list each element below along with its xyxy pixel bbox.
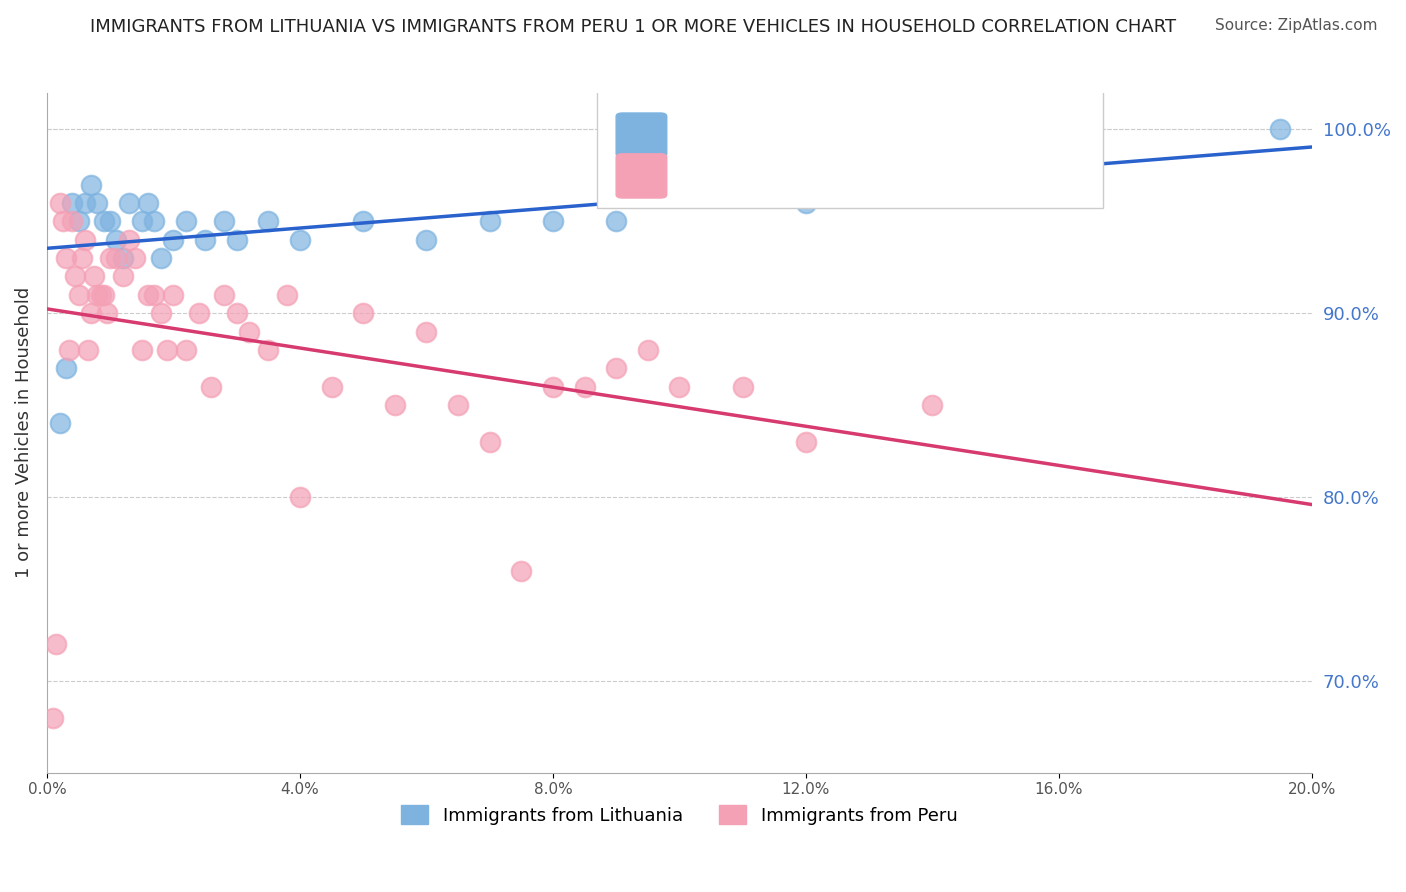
Point (86, 287, 108, 301)
Point (478, 434, 501, 449)
FancyBboxPatch shape (598, 86, 1104, 208)
Point (149, 251, 172, 265)
Point (105, 251, 128, 265)
Point (73, 195, 96, 210)
Point (48, 417, 70, 431)
Point (124, 251, 146, 265)
Point (98, 251, 121, 265)
Point (478, 214, 501, 228)
Text: R =: R = (673, 120, 721, 140)
Point (67, 287, 90, 301)
Point (90, 287, 112, 301)
Point (149, 306, 172, 320)
Legend: Immigrants from Lithuania, Immigrants from Peru: Immigrants from Lithuania, Immigrants fr… (394, 798, 965, 831)
Point (143, 287, 166, 301)
Point (276, 287, 298, 301)
Text: 30: 30 (889, 120, 920, 140)
Point (212, 287, 235, 301)
Point (86, 195, 108, 210)
Point (794, 434, 817, 449)
Point (194, 233, 217, 247)
Point (415, 233, 437, 247)
FancyBboxPatch shape (616, 153, 666, 198)
Point (143, 214, 166, 228)
Point (574, 380, 596, 394)
Point (415, 325, 437, 339)
FancyBboxPatch shape (616, 113, 666, 157)
Text: N =: N = (813, 161, 862, 181)
Point (118, 195, 141, 210)
Point (118, 233, 141, 247)
Point (257, 343, 280, 357)
Point (238, 325, 260, 339)
Text: 0.332: 0.332 (730, 161, 800, 181)
Point (921, 398, 943, 412)
Point (225, 306, 247, 320)
Text: 104: 104 (889, 161, 935, 181)
Point (605, 361, 627, 376)
Point (48, 195, 70, 210)
Point (80, 178, 103, 192)
Point (541, 380, 564, 394)
Point (136, 287, 159, 301)
Text: 0.528: 0.528 (730, 120, 800, 140)
Point (541, 214, 564, 228)
Point (668, 380, 690, 394)
Point (131, 343, 153, 357)
Point (52, 214, 75, 228)
Text: R =: R = (673, 161, 721, 181)
Point (447, 398, 470, 412)
Point (93, 287, 115, 301)
Point (257, 214, 280, 228)
Point (93, 214, 115, 228)
Point (83, 269, 105, 284)
Point (105, 233, 128, 247)
Point (187, 306, 209, 320)
Point (225, 233, 247, 247)
Point (637, 343, 659, 357)
Point (1270, 122, 1292, 136)
Point (67, 214, 90, 228)
Text: IMMIGRANTS FROM LITHUANIA VS IMMIGRANTS FROM PERU 1 OR MORE VEHICLES IN HOUSEHOL: IMMIGRANTS FROM LITHUANIA VS IMMIGRANTS … (90, 18, 1175, 36)
Point (162, 233, 184, 247)
Point (288, 490, 311, 504)
Y-axis label: 1 or more Vehicles in Household: 1 or more Vehicles in Household (15, 287, 32, 578)
Point (96, 306, 118, 320)
Point (200, 380, 222, 394)
Point (42, 710, 65, 724)
Point (60, 195, 83, 210)
Point (605, 214, 627, 228)
Point (80, 306, 103, 320)
Point (58, 343, 80, 357)
Point (352, 306, 374, 320)
Point (174, 343, 197, 357)
Point (77, 343, 100, 357)
Point (731, 380, 754, 394)
Point (111, 251, 134, 265)
Point (384, 398, 406, 412)
Point (70, 251, 93, 265)
Point (288, 233, 311, 247)
Point (212, 214, 235, 228)
Point (510, 564, 533, 578)
Point (352, 214, 374, 228)
Point (65, 269, 87, 284)
Point (174, 214, 197, 228)
Point (55, 251, 77, 265)
Point (111, 269, 134, 284)
Point (60, 214, 83, 228)
Point (162, 287, 184, 301)
Point (73, 233, 96, 247)
Point (45, 637, 67, 651)
Point (98, 214, 121, 228)
Text: Source: ZipAtlas.com: Source: ZipAtlas.com (1215, 18, 1378, 33)
Point (55, 361, 77, 376)
Point (156, 343, 179, 357)
Text: N =: N = (813, 120, 862, 140)
Point (794, 195, 817, 210)
Point (131, 214, 153, 228)
Point (136, 195, 159, 210)
Point (321, 380, 343, 394)
